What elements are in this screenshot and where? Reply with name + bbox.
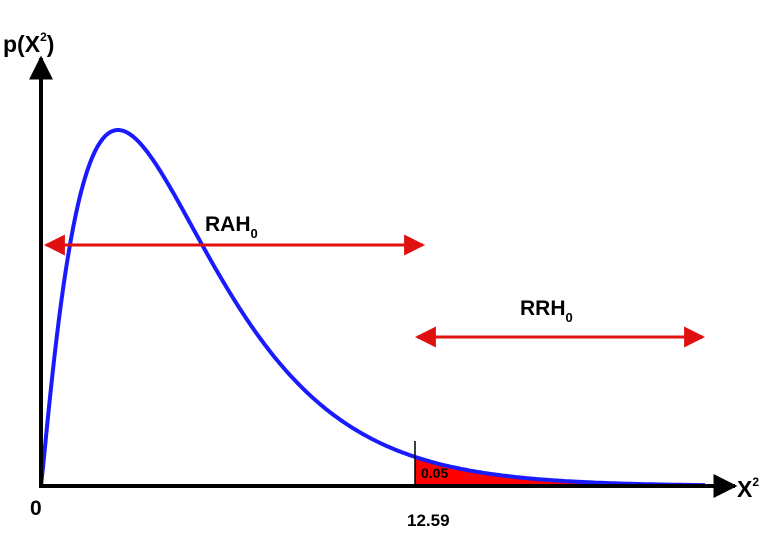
rejection-region-label: RRH0 bbox=[520, 297, 573, 325]
y-axis-label: p(X2) bbox=[3, 30, 54, 57]
critical-value-label: 12.59 bbox=[407, 511, 450, 530]
rejection-tail-area bbox=[415, 456, 705, 486]
origin-label: 0 bbox=[30, 497, 42, 520]
acceptance-region-label: RAH0 bbox=[205, 213, 258, 241]
tail-area-label: 0.05 bbox=[421, 465, 448, 481]
chi-square-density-curve bbox=[39, 128, 705, 488]
x-axis-label: X2 bbox=[737, 475, 759, 502]
